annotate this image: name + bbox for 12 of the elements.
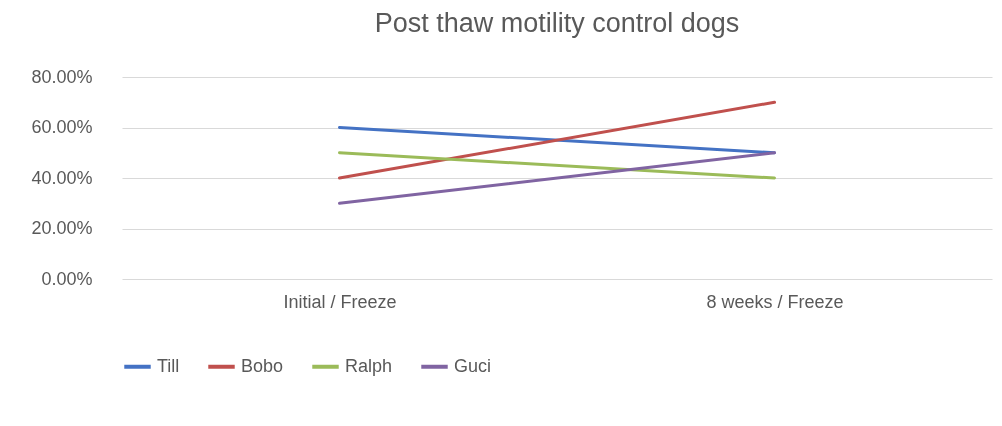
x-tick-label: Initial / Freeze bbox=[283, 291, 397, 312]
x-tick-label: 8 weeks / Freeze bbox=[706, 291, 844, 312]
legend-label: Till bbox=[157, 355, 180, 376]
legend-label: Guci bbox=[454, 355, 492, 376]
y-tick-label: 40.00% bbox=[31, 167, 93, 188]
y-tick-label: 20.00% bbox=[31, 218, 93, 238]
legend-label: Ralph bbox=[345, 355, 393, 376]
y-tick-label: 80.00% bbox=[31, 66, 93, 87]
y-tick-label: 0.00% bbox=[41, 268, 93, 289]
legend-label: Bobo bbox=[241, 355, 284, 376]
chart-title: Post thaw motility control dogs bbox=[374, 8, 740, 38]
y-tick-label: 60.00% bbox=[31, 117, 93, 137]
